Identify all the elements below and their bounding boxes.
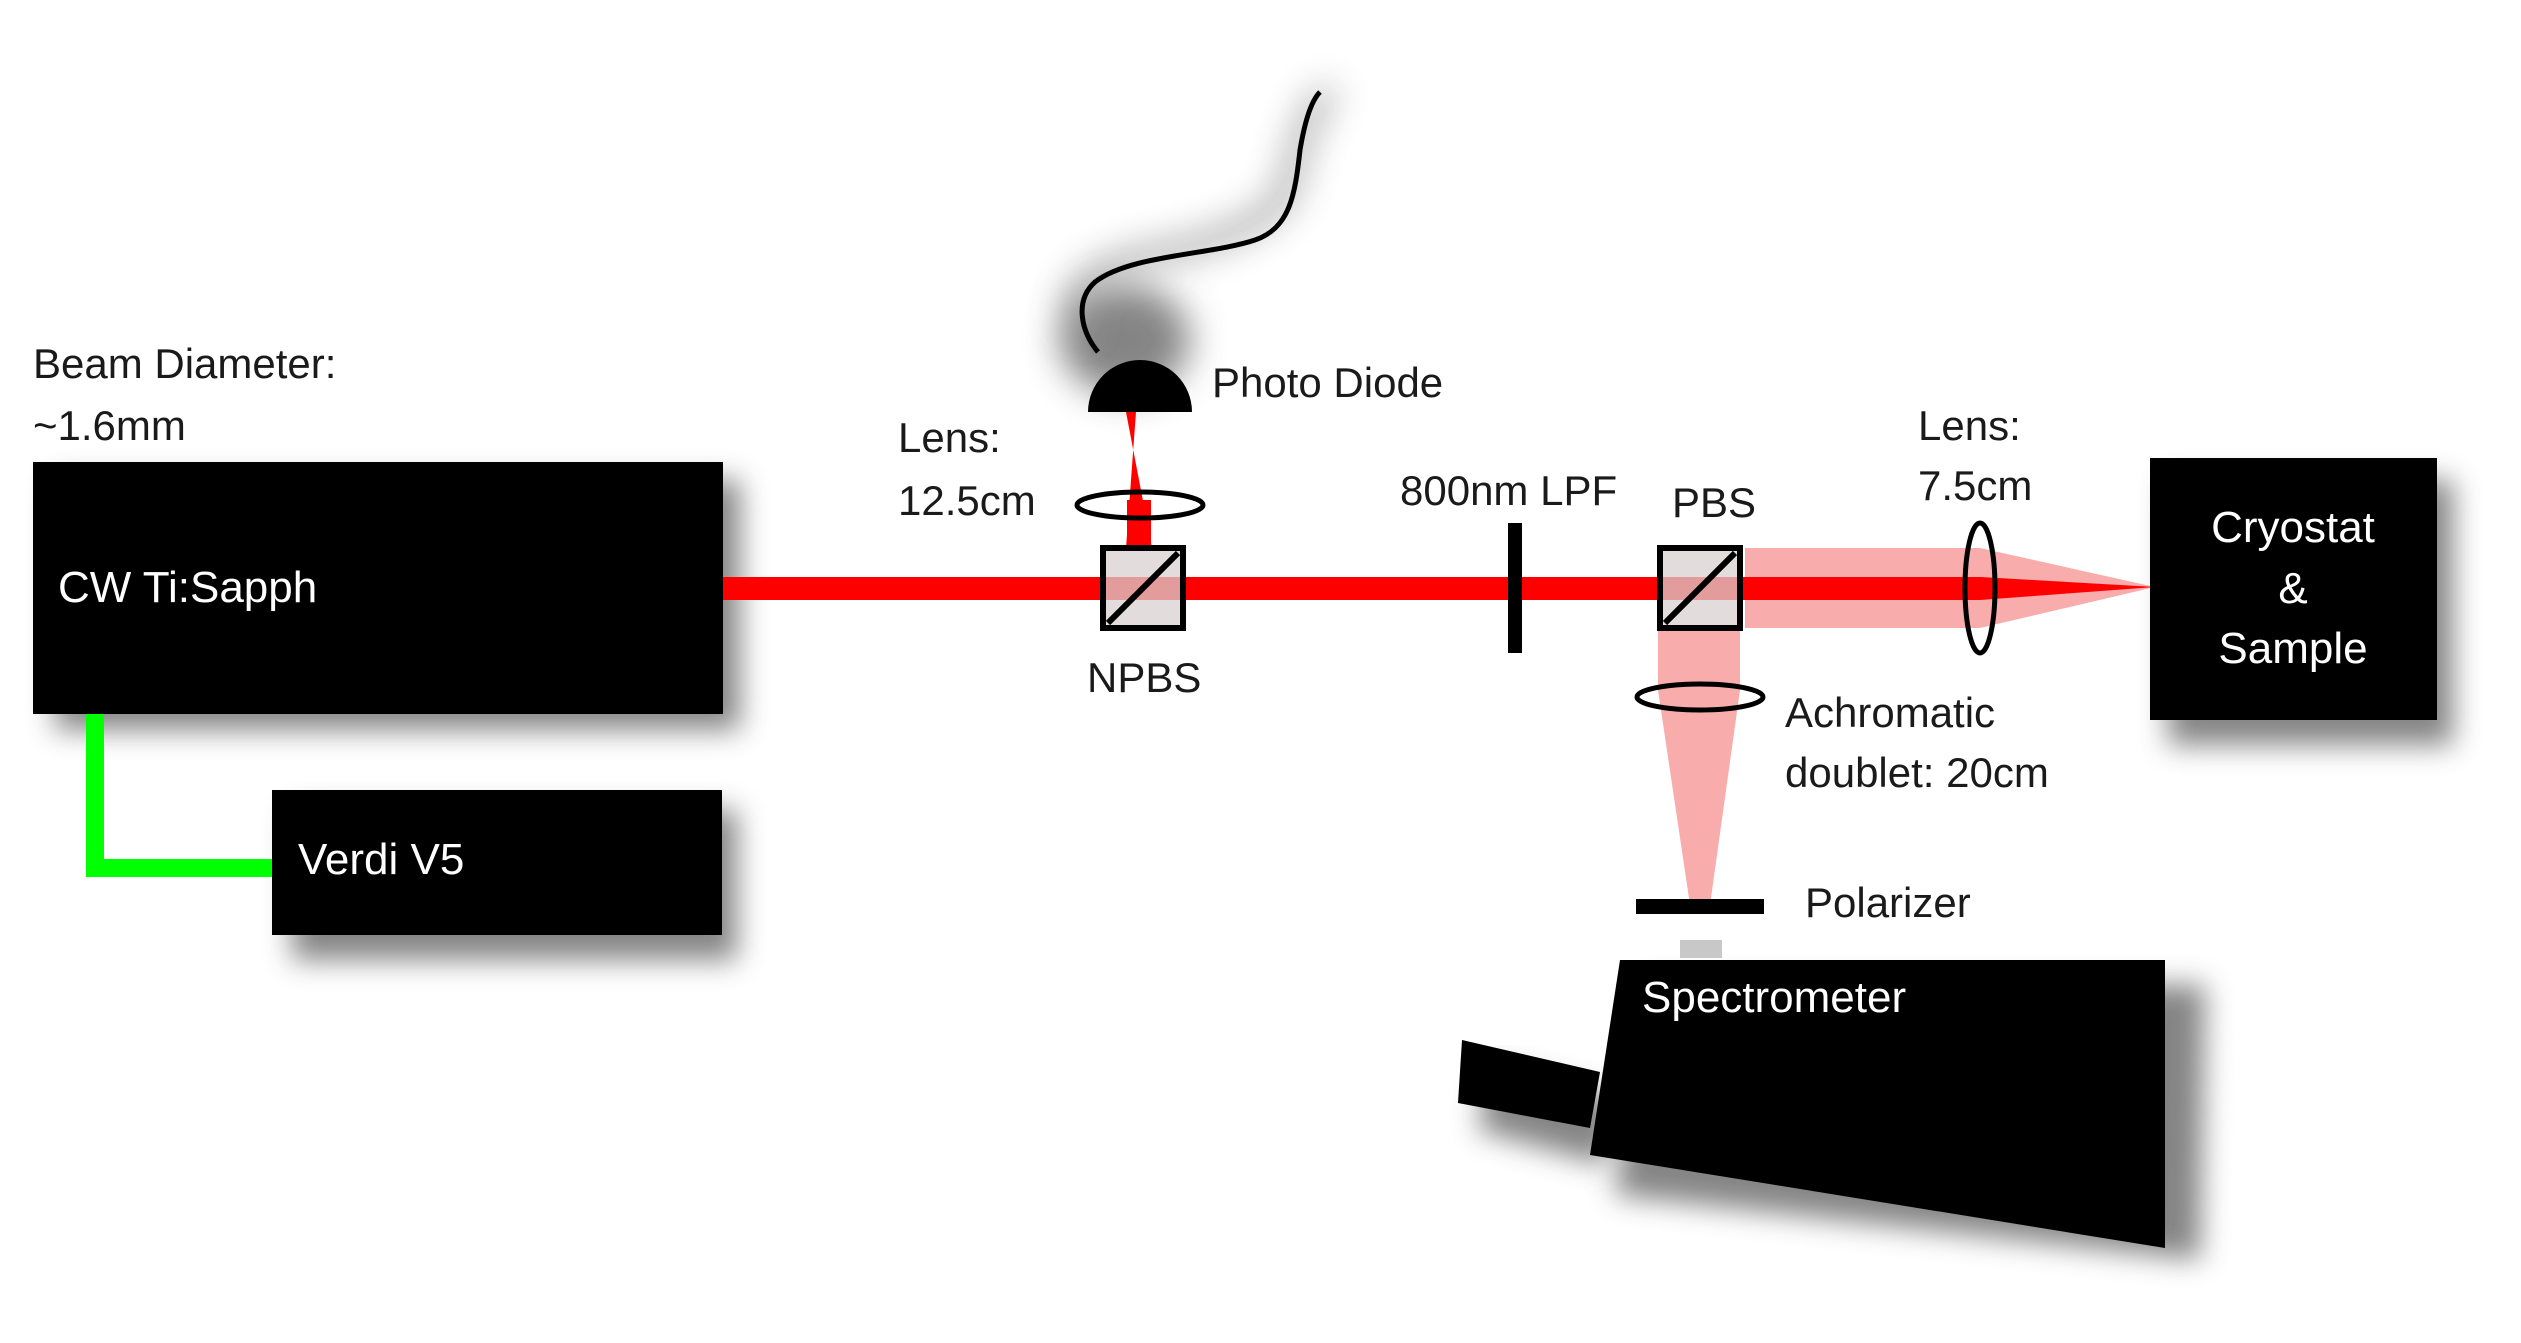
spectrometer (1458, 960, 2165, 1248)
pump-laser-box (272, 790, 722, 935)
lens1-label: Lens: (898, 414, 1001, 461)
longpass-filter (1508, 523, 1522, 653)
return-beam-down (1658, 628, 1740, 905)
cryostat-ampersand: & (2278, 564, 2307, 613)
npbs-label: NPBS (1087, 654, 1201, 701)
photodiode-head (1088, 360, 1192, 412)
laser-label: CW Ti:Sapph (58, 563, 317, 612)
laser-box (33, 462, 723, 714)
polarizer (1636, 899, 1764, 914)
spectrometer-label: Spectrometer (1642, 973, 1906, 1022)
sample-label: Sample (2218, 624, 2367, 673)
pbs-cube (1657, 545, 1743, 631)
photodiode-beam-lower (1127, 500, 1151, 550)
cryostat-label: Cryostat (2211, 503, 2375, 552)
lpf-label: 800nm LPF (1400, 467, 1617, 514)
polarizer-label: Polarizer (1805, 879, 1971, 926)
lens1-focal: 12.5cm (898, 477, 1036, 524)
focused-beam (1980, 577, 2155, 600)
pump-label: Verdi V5 (298, 835, 464, 884)
spectrometer-slit (1680, 940, 1722, 958)
cryostat-box (2150, 458, 2437, 720)
photodiode-label: Photo Diode (1212, 359, 1443, 406)
beam-diameter-value: ~1.6mm (33, 402, 186, 449)
beam-diameter-label: Beam Diameter: (33, 340, 336, 387)
pbs-label: PBS (1672, 479, 1756, 526)
achromat-label: Achromatic (1785, 689, 1995, 736)
lens-12-5cm (1074, 489, 1206, 521)
npbs-cube (1100, 545, 1186, 631)
laser-beam (720, 577, 1980, 600)
lens2-focal: 7.5cm (1918, 462, 2032, 509)
achromatic-doublet (1634, 681, 1766, 713)
lens-7-5cm (1962, 520, 1998, 656)
photodiode-cable (1079, 90, 1322, 354)
pump-beam (86, 712, 272, 877)
achromat-focal: doublet: 20cm (1785, 749, 2049, 796)
lens2-label: Lens: (1918, 402, 2021, 449)
